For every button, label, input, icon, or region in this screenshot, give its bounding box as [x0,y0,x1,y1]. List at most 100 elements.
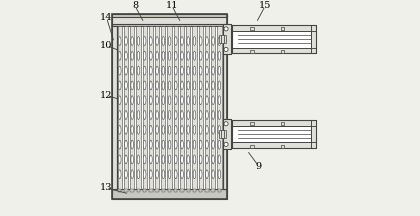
Bar [117,26,223,189]
Ellipse shape [156,140,158,149]
Ellipse shape [143,66,146,75]
Ellipse shape [212,37,215,45]
Ellipse shape [187,51,189,60]
Ellipse shape [137,170,140,179]
Bar [231,48,316,53]
Ellipse shape [143,125,146,134]
Ellipse shape [137,111,140,119]
Ellipse shape [193,170,196,179]
Ellipse shape [218,66,221,75]
Ellipse shape [218,37,221,45]
Ellipse shape [181,66,183,75]
Bar [221,130,223,138]
Ellipse shape [206,155,208,164]
Ellipse shape [212,51,215,60]
Bar [221,35,223,43]
Ellipse shape [187,81,189,90]
Text: 8: 8 [132,1,138,10]
Bar [186,26,190,189]
Ellipse shape [168,125,171,134]
Ellipse shape [137,51,140,60]
Bar [231,126,316,143]
Ellipse shape [206,66,208,75]
Ellipse shape [162,111,165,119]
Ellipse shape [150,81,152,90]
Ellipse shape [143,37,146,45]
Ellipse shape [118,51,121,60]
Ellipse shape [174,96,177,105]
Ellipse shape [200,51,202,60]
Bar [192,26,197,189]
Bar [281,122,284,125]
Bar [112,24,227,26]
Ellipse shape [218,140,221,149]
Bar [231,25,316,31]
Ellipse shape [131,96,134,105]
Ellipse shape [125,140,127,149]
Ellipse shape [187,125,189,134]
Ellipse shape [131,140,134,149]
Ellipse shape [125,125,127,134]
Ellipse shape [131,51,134,60]
Ellipse shape [200,96,202,105]
Ellipse shape [118,140,121,149]
Ellipse shape [125,37,127,45]
Text: 15: 15 [259,1,271,10]
Bar [311,126,316,143]
Ellipse shape [156,155,158,164]
Ellipse shape [218,51,221,60]
Ellipse shape [143,81,146,90]
Ellipse shape [162,140,165,149]
Ellipse shape [118,96,121,105]
Ellipse shape [150,51,152,60]
Ellipse shape [212,170,215,179]
Ellipse shape [200,155,202,164]
Text: 13: 13 [100,183,112,192]
Bar [168,26,172,189]
Ellipse shape [200,111,202,119]
Bar [311,31,316,48]
Ellipse shape [168,37,171,45]
Bar [174,189,178,192]
Ellipse shape [193,81,196,90]
Bar [224,130,226,138]
Ellipse shape [174,140,177,149]
Ellipse shape [212,125,215,134]
Bar [161,26,165,189]
Bar [112,189,227,199]
Bar [250,50,254,53]
Ellipse shape [212,96,215,105]
Ellipse shape [212,66,215,75]
Bar [112,14,227,26]
Ellipse shape [200,66,202,75]
Ellipse shape [174,125,177,134]
Ellipse shape [162,125,165,134]
Text: 10: 10 [100,41,113,50]
Bar [281,145,284,148]
Ellipse shape [181,111,183,119]
Ellipse shape [150,37,152,45]
Ellipse shape [193,155,196,164]
Ellipse shape [168,51,171,60]
Bar [186,189,190,192]
Ellipse shape [218,96,221,105]
Bar [211,26,215,189]
Ellipse shape [168,155,171,164]
Bar [219,130,221,138]
Bar [281,50,284,53]
Ellipse shape [137,96,140,105]
Ellipse shape [187,96,189,105]
Ellipse shape [125,111,127,119]
Bar [231,31,316,48]
Bar [212,189,215,192]
Bar [250,122,254,125]
Ellipse shape [187,155,189,164]
Bar [131,189,134,192]
Ellipse shape [143,51,146,60]
Bar [311,120,316,148]
Ellipse shape [174,66,177,75]
Ellipse shape [150,111,152,119]
Ellipse shape [181,155,183,164]
Circle shape [224,47,228,52]
Ellipse shape [143,140,146,149]
